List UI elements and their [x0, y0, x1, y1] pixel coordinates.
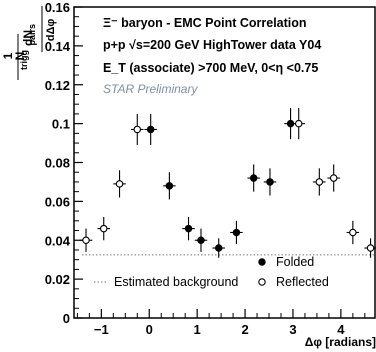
legend-marker-folded	[258, 258, 266, 266]
series-reflected	[79, 108, 376, 258]
data-point-filled	[144, 113, 157, 146]
y-tick-label: 0.08	[45, 156, 70, 171]
marker-filled-circle	[232, 228, 241, 237]
title-line-1: Ξ⁻ baryon - EMC Point Correlation	[103, 16, 307, 30]
data-point-filled	[194, 228, 208, 252]
data-point-filled	[163, 172, 176, 200]
legend-label-background: Estimated background	[114, 275, 238, 289]
data-point-filled	[182, 216, 195, 241]
x-axis-label: Δφ [radians]	[305, 335, 376, 349]
y-tick-label: 0.1	[52, 117, 70, 132]
y-tick-label: 0.02	[45, 272, 70, 287]
data-point-open	[346, 220, 360, 245]
marker-filled-circle	[266, 178, 274, 186]
data-point-filled	[230, 220, 243, 245]
title-line-2: p+p √s=200 GeV HighTower data Y04	[103, 38, 321, 52]
data-series	[79, 108, 376, 258]
marker-open-circle	[366, 244, 375, 252]
y-axis-label-trigg-subscript: trigg	[19, 50, 29, 70]
y-axis-label-pairs-subscript: pairs	[27, 24, 37, 46]
y-tick-label: 0.14	[45, 39, 71, 54]
data-point-open	[131, 113, 144, 146]
marker-filled-circle	[146, 125, 155, 134]
x-tick-label: 4	[337, 322, 345, 337]
marker-filled-circle	[184, 224, 193, 233]
preliminary-label: STAR Preliminary	[103, 82, 198, 96]
marker-filled-circle	[214, 244, 223, 252]
x-tick-label: 0	[146, 322, 153, 337]
marker-open-circle	[349, 228, 357, 237]
x-tick-label: −1	[94, 322, 109, 337]
y-axis-label-ntrigg: N	[13, 52, 27, 61]
legend-label-folded: Folded	[276, 255, 314, 269]
plot-frame	[73, 6, 376, 319]
x-tick-label: 3	[289, 322, 296, 337]
marker-filled-circle	[197, 236, 205, 245]
y-axis-label-ddphi: dΔφ	[45, 19, 57, 42]
marker-open-circle	[133, 125, 142, 134]
marker-open-circle	[99, 224, 108, 233]
data-point-open	[364, 238, 376, 258]
y-tick-label: 0.12	[45, 78, 70, 93]
data-point-open	[313, 168, 326, 196]
y-tick-label: 0.06	[45, 194, 70, 209]
marker-filled-circle	[249, 174, 258, 182]
data-point-open	[97, 216, 110, 241]
legend-label-reflected: Reflected	[276, 275, 329, 289]
marker-filled-circle	[165, 182, 174, 190]
marker-open-circle	[315, 178, 324, 186]
y-tick-label: 0	[63, 311, 70, 326]
legend-marker-reflected	[258, 278, 266, 286]
data-point-open	[113, 170, 126, 198]
x-tick-label: 1	[194, 322, 201, 337]
y-axis: 0 0.02 0.04 0.06 0.08 0.1 0.12 0.14 0.16	[45, 0, 83, 326]
data-point-open	[327, 164, 340, 192]
series-folded	[144, 108, 297, 258]
x-tick-label: 2	[241, 322, 248, 337]
data-point-filled	[212, 238, 225, 258]
data-point-filled	[263, 168, 277, 196]
marker-open-circle	[329, 174, 338, 182]
legend: Folded Estimated background Reflected	[94, 255, 329, 289]
title-line-3: E_T (associate) >700 MeV, 0<η <0.75	[103, 61, 318, 75]
plot-border	[73, 6, 376, 319]
y-tick-label: 0.04	[45, 233, 71, 248]
marker-open-circle	[115, 180, 124, 188]
y-axis-label-numerator-one: 1	[1, 52, 15, 59]
y-tick-label: 0.16	[45, 0, 70, 15]
data-point-filled	[247, 164, 260, 192]
marker-open-circle	[294, 119, 303, 128]
marker-open-circle	[82, 236, 90, 245]
x-axis: −1 0 1 2 3 4	[76, 309, 366, 337]
data-point-open	[292, 108, 305, 140]
y-axis-label-dn: dN	[21, 30, 35, 46]
